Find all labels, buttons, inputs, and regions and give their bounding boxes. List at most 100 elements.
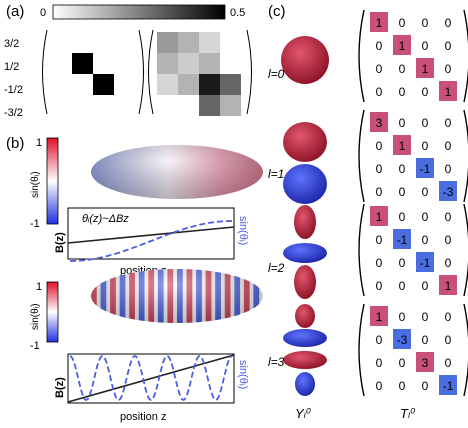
matrix-cell — [157, 32, 178, 53]
matrix-entry: -3 — [443, 185, 454, 199]
diag-highlight — [416, 352, 434, 372]
matrix-entry: 0 — [376, 356, 383, 370]
diag-highlight — [370, 206, 388, 226]
diag-highlight — [416, 158, 434, 178]
matrix-entry: 0 — [399, 16, 406, 30]
matrix-entry: 0 — [399, 85, 406, 99]
spin-ellipsoid-striped — [91, 269, 263, 323]
plot-bottom-frame — [67, 353, 235, 404]
matrix-entry: -3 — [397, 333, 408, 347]
colorbar-min: 0 — [40, 7, 46, 19]
matrix-cell — [157, 74, 178, 95]
harmonic-l3-top-lobe — [295, 304, 315, 328]
plot-bottom-field-line — [67, 354, 235, 403]
matrix-entry: 0 — [399, 310, 406, 324]
bracket-open — [358, 109, 365, 203]
bracket-open — [358, 9, 365, 103]
tensor-matrices: 1 0 0 00 1 0 00 0 1 00 0 0 13 0 0 00 1 0 00 0 -1 00 0 0 -31 0 0 00-… — [358, 9, 468, 397]
bracket-open — [358, 203, 365, 297]
matrix-entry: 1 — [422, 62, 429, 76]
matrix-entry: 0 — [422, 139, 429, 153]
matrix-entry: 0 — [445, 139, 452, 153]
colorbar-gray — [52, 4, 226, 20]
harmonic-l1-top — [283, 122, 327, 162]
matrix-entry: 0 — [445, 256, 452, 270]
matrix-entry: 0 — [445, 116, 452, 130]
diag-highlight — [370, 306, 388, 326]
matrix-entry: 1 — [376, 210, 383, 224]
matrix-entry: 0 — [399, 116, 406, 130]
plot-bottom-right-axis: sin(θᵢ) — [237, 360, 249, 389]
matrix-entry: 0 — [376, 185, 383, 199]
matrix-entry: 1 — [376, 310, 383, 324]
row-label: -3/2 — [4, 107, 23, 119]
plot-top-annotation: θᵢ(z)~ΔBz — [82, 213, 129, 225]
matrix-entry: 0 — [376, 379, 383, 393]
diag-highlight — [393, 135, 411, 155]
matrix-entry: 0 — [422, 279, 429, 293]
diag-highlight — [393, 35, 411, 55]
cb2-min: -1 — [30, 340, 40, 352]
matrix-entry: 0 — [376, 279, 383, 293]
column-label-harmonic: Yₗ⁰ — [295, 406, 312, 421]
colorbar-rb-bottom — [46, 281, 59, 343]
matrix-cell — [178, 53, 199, 74]
matrix-cell — [199, 53, 220, 74]
matrix-entry: 0 — [422, 185, 429, 199]
matrix-entry: 1 — [445, 279, 452, 293]
matrix-cell — [199, 95, 220, 116]
matrix-entry: 0 — [445, 356, 452, 370]
matrix-entry: -1 — [443, 379, 454, 393]
colorbar-max: 0.5 — [230, 7, 245, 19]
matrix-cell — [93, 74, 114, 95]
cb2-max: 1 — [36, 281, 42, 293]
matrix-entry: 0 — [399, 379, 406, 393]
matrix-entry: 0 — [399, 279, 406, 293]
matrix-cell — [199, 74, 220, 95]
matrix-cell — [220, 74, 241, 95]
matrix-entry: 0 — [422, 333, 429, 347]
matrix-entry: 1 — [445, 85, 452, 99]
row-labels-a: 3/2 1/2 -1/2 -3/2 — [4, 38, 23, 119]
matrix-cell — [72, 53, 93, 74]
matrix-entry: 0 — [399, 162, 406, 176]
cb2-label: sin(θᵢ) — [30, 303, 41, 330]
matrix-entry: 0 — [376, 233, 383, 247]
diag-highlight — [439, 81, 457, 101]
matrix-entry: 0 — [445, 39, 452, 53]
matrix-entry: 0 — [399, 256, 406, 270]
plot-top-right-axis: sin(θᵢ) — [237, 216, 249, 245]
matrix-entry: 1 — [399, 139, 406, 153]
matrix-entry: -1 — [420, 256, 431, 270]
matrix-entry: 0 — [399, 185, 406, 199]
bracket-close — [463, 9, 468, 103]
bracket-close — [463, 303, 468, 397]
matrix-cell — [178, 32, 199, 53]
l-label: l=2 — [268, 261, 285, 275]
l-label: l=0 — [268, 67, 285, 81]
plot-top-left-axis: B(z) — [54, 232, 66, 253]
harmonic-l2-top-lobe — [294, 205, 316, 239]
matrix-entry: 0 — [445, 310, 452, 324]
matrix-entry: 3 — [422, 356, 429, 370]
plot-top-frame — [67, 207, 235, 260]
diag-highlight — [439, 181, 457, 201]
matrix-entry: 0 — [376, 85, 383, 99]
harmonic-l3-ring-top — [283, 329, 327, 347]
matrix-entry: 0 — [445, 16, 452, 30]
matrix-entry: -1 — [397, 233, 408, 247]
density-matrix-right — [157, 32, 241, 116]
panel-b-label: (b) — [6, 135, 24, 152]
diag-highlight — [370, 112, 388, 132]
density-matrix-left — [72, 53, 114, 95]
diag-highlight — [393, 329, 411, 349]
cb1-min: -1 — [30, 218, 40, 230]
diag-highlight — [439, 375, 457, 395]
matrix-entry: 1 — [399, 39, 406, 53]
matrix-entry: 0 — [376, 256, 383, 270]
plot-bottom-left-axis: B(z) — [54, 377, 66, 398]
matrix-entry: 0 — [422, 16, 429, 30]
matrix-entry: 0 — [445, 62, 452, 76]
bracket-left-open — [42, 29, 48, 115]
matrix-entry: 0 — [399, 62, 406, 76]
